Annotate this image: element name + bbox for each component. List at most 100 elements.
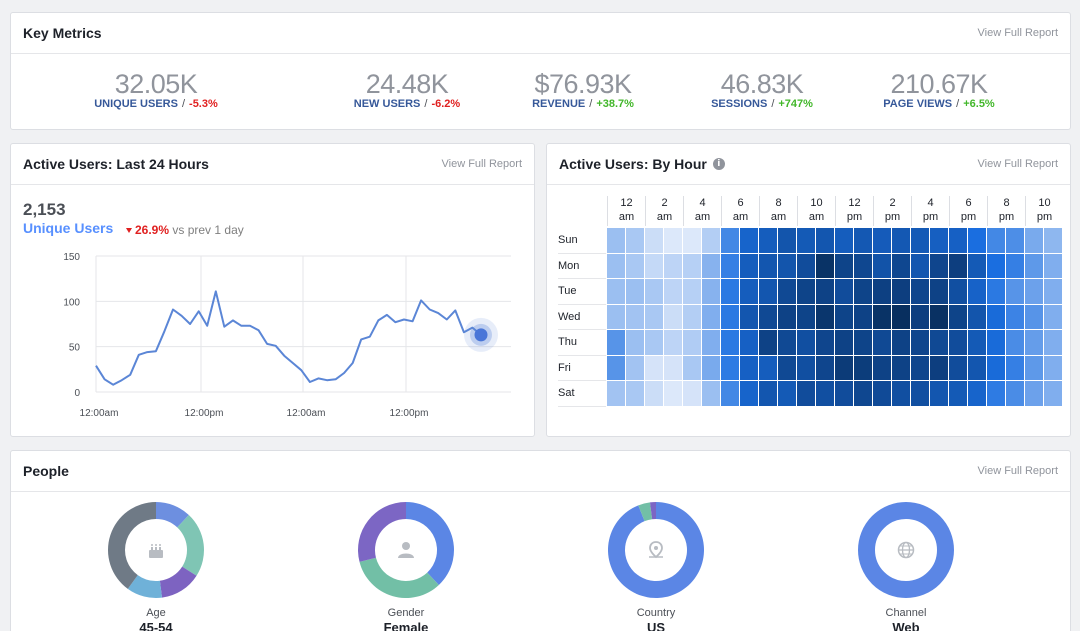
- heatmap-cell[interactable]: [626, 330, 645, 356]
- heatmap-cell[interactable]: [911, 228, 930, 254]
- heatmap-cell[interactable]: [911, 279, 930, 305]
- heatmap-cell[interactable]: [607, 279, 626, 305]
- heatmap-cell[interactable]: [835, 228, 854, 254]
- heatmap-cell[interactable]: [854, 381, 873, 407]
- heatmap-cell[interactable]: [645, 228, 664, 254]
- heatmap-cell[interactable]: [968, 304, 987, 330]
- heatmap-cell[interactable]: [740, 228, 759, 254]
- heatmap-cell[interactable]: [1006, 304, 1025, 330]
- heatmap-cell[interactable]: [1044, 228, 1063, 254]
- heatmap-cell[interactable]: [721, 253, 740, 279]
- heatmap-cell[interactable]: [645, 304, 664, 330]
- heatmap-cell[interactable]: [759, 355, 778, 381]
- heatmap-cell[interactable]: [1044, 253, 1063, 279]
- heatmap-cell[interactable]: [740, 304, 759, 330]
- heatmap-cell[interactable]: [968, 253, 987, 279]
- heatmap-cell[interactable]: [949, 253, 968, 279]
- heatmap-cell[interactable]: [645, 253, 664, 279]
- heatmap-cell[interactable]: [721, 381, 740, 407]
- heatmap-cell[interactable]: [949, 381, 968, 407]
- heatmap-cell[interactable]: [1044, 304, 1063, 330]
- heatmap-cell[interactable]: [1025, 253, 1044, 279]
- heatmap-cell[interactable]: [778, 279, 797, 305]
- heatmap-cell[interactable]: [835, 304, 854, 330]
- heatmap-cell[interactable]: [778, 355, 797, 381]
- heatmap-cell[interactable]: [740, 279, 759, 305]
- heatmap-cell[interactable]: [816, 279, 835, 305]
- heatmap-cell[interactable]: [854, 228, 873, 254]
- heatmap-cell[interactable]: [816, 304, 835, 330]
- heatmap-cell[interactable]: [626, 355, 645, 381]
- heatmap-cell[interactable]: [854, 330, 873, 356]
- heatmap-cell[interactable]: [835, 279, 854, 305]
- heatmap-cell[interactable]: [854, 253, 873, 279]
- heatmap-cell[interactable]: [987, 381, 1006, 407]
- heatmap-cell[interactable]: [911, 381, 930, 407]
- heatmap-cell[interactable]: [740, 330, 759, 356]
- heatmap-cell[interactable]: [778, 381, 797, 407]
- heatmap-cell[interactable]: [778, 330, 797, 356]
- heatmap-cell[interactable]: [683, 253, 702, 279]
- heatmap-cell[interactable]: [1044, 355, 1063, 381]
- heatmap-cell[interactable]: [987, 330, 1006, 356]
- heatmap-cell[interactable]: [1025, 355, 1044, 381]
- heatmap-cell[interactable]: [702, 228, 721, 254]
- heatmap-cell[interactable]: [1044, 381, 1063, 407]
- heatmap-cell[interactable]: [607, 228, 626, 254]
- heatmap-cell[interactable]: [873, 279, 892, 305]
- heatmap-cell[interactable]: [702, 279, 721, 305]
- metric-4[interactable]: 210.67K PAGE VIEWS / +6.5%: [839, 69, 1039, 110]
- heatmap-cell[interactable]: [797, 304, 816, 330]
- heatmap-cell[interactable]: [835, 355, 854, 381]
- heatmap-cell[interactable]: [873, 253, 892, 279]
- metric-1[interactable]: 24.48K NEW USERS / -6.2%: [307, 69, 507, 110]
- heatmap-cell[interactable]: [778, 228, 797, 254]
- heatmap-cell[interactable]: [721, 304, 740, 330]
- heatmap-cell[interactable]: [873, 355, 892, 381]
- heatmap-cell[interactable]: [1025, 381, 1044, 407]
- heatmap-cell[interactable]: [854, 279, 873, 305]
- heatmap-cell[interactable]: [683, 228, 702, 254]
- heatmap-cell[interactable]: [645, 355, 664, 381]
- heatmap-cell[interactable]: [835, 381, 854, 407]
- heatmap-cell[interactable]: [607, 253, 626, 279]
- heatmap-cell[interactable]: [683, 304, 702, 330]
- metric-3[interactable]: 46.83K SESSIONS / +747%: [662, 69, 862, 110]
- heatmap-cell[interactable]: [664, 253, 683, 279]
- heatmap-cell[interactable]: [1006, 253, 1025, 279]
- heatmap-cell[interactable]: [645, 279, 664, 305]
- heatmap-cell[interactable]: [721, 330, 740, 356]
- heatmap-cell[interactable]: [759, 304, 778, 330]
- heatmap-cell[interactable]: [892, 330, 911, 356]
- people-view-report-link[interactable]: View Full Report: [977, 465, 1059, 477]
- heatmap-cell[interactable]: [778, 304, 797, 330]
- heatmap-cell[interactable]: [930, 253, 949, 279]
- heatmap-cell[interactable]: [702, 381, 721, 407]
- heatmap-cell[interactable]: [607, 330, 626, 356]
- heatmap-cell[interactable]: [740, 253, 759, 279]
- metric-2[interactable]: $76.93K REVENUE / +38.7%: [483, 69, 683, 110]
- heatmap-cell[interactable]: [740, 381, 759, 407]
- heatmap-cell[interactable]: [987, 253, 1006, 279]
- metric-0[interactable]: 32.05K UNIQUE USERS / -5.3%: [56, 69, 256, 110]
- heatmap-cell[interactable]: [949, 279, 968, 305]
- heatmap-cell[interactable]: [645, 381, 664, 407]
- heatmap-cell[interactable]: [987, 355, 1006, 381]
- heatmap-cell[interactable]: [911, 355, 930, 381]
- heatmap-cell[interactable]: [873, 228, 892, 254]
- info-icon[interactable]: i: [712, 158, 725, 170]
- heatmap-cell[interactable]: [930, 279, 949, 305]
- donut-country[interactable]: Country US: [596, 501, 716, 631]
- heatmap-cell[interactable]: [607, 381, 626, 407]
- donut-channel[interactable]: Channel Web: [846, 501, 966, 631]
- heatmap-cell[interactable]: [702, 355, 721, 381]
- heatmap-cell[interactable]: [759, 253, 778, 279]
- heatmap-cell[interactable]: [797, 279, 816, 305]
- heatmap-cell[interactable]: [1006, 355, 1025, 381]
- heatmap-cell[interactable]: [645, 330, 664, 356]
- heatmap-cell[interactable]: [854, 304, 873, 330]
- heatmap-cell[interactable]: [892, 381, 911, 407]
- heatmap-cell[interactable]: [664, 279, 683, 305]
- heatmap-cell[interactable]: [816, 228, 835, 254]
- heatmap-cell[interactable]: [721, 279, 740, 305]
